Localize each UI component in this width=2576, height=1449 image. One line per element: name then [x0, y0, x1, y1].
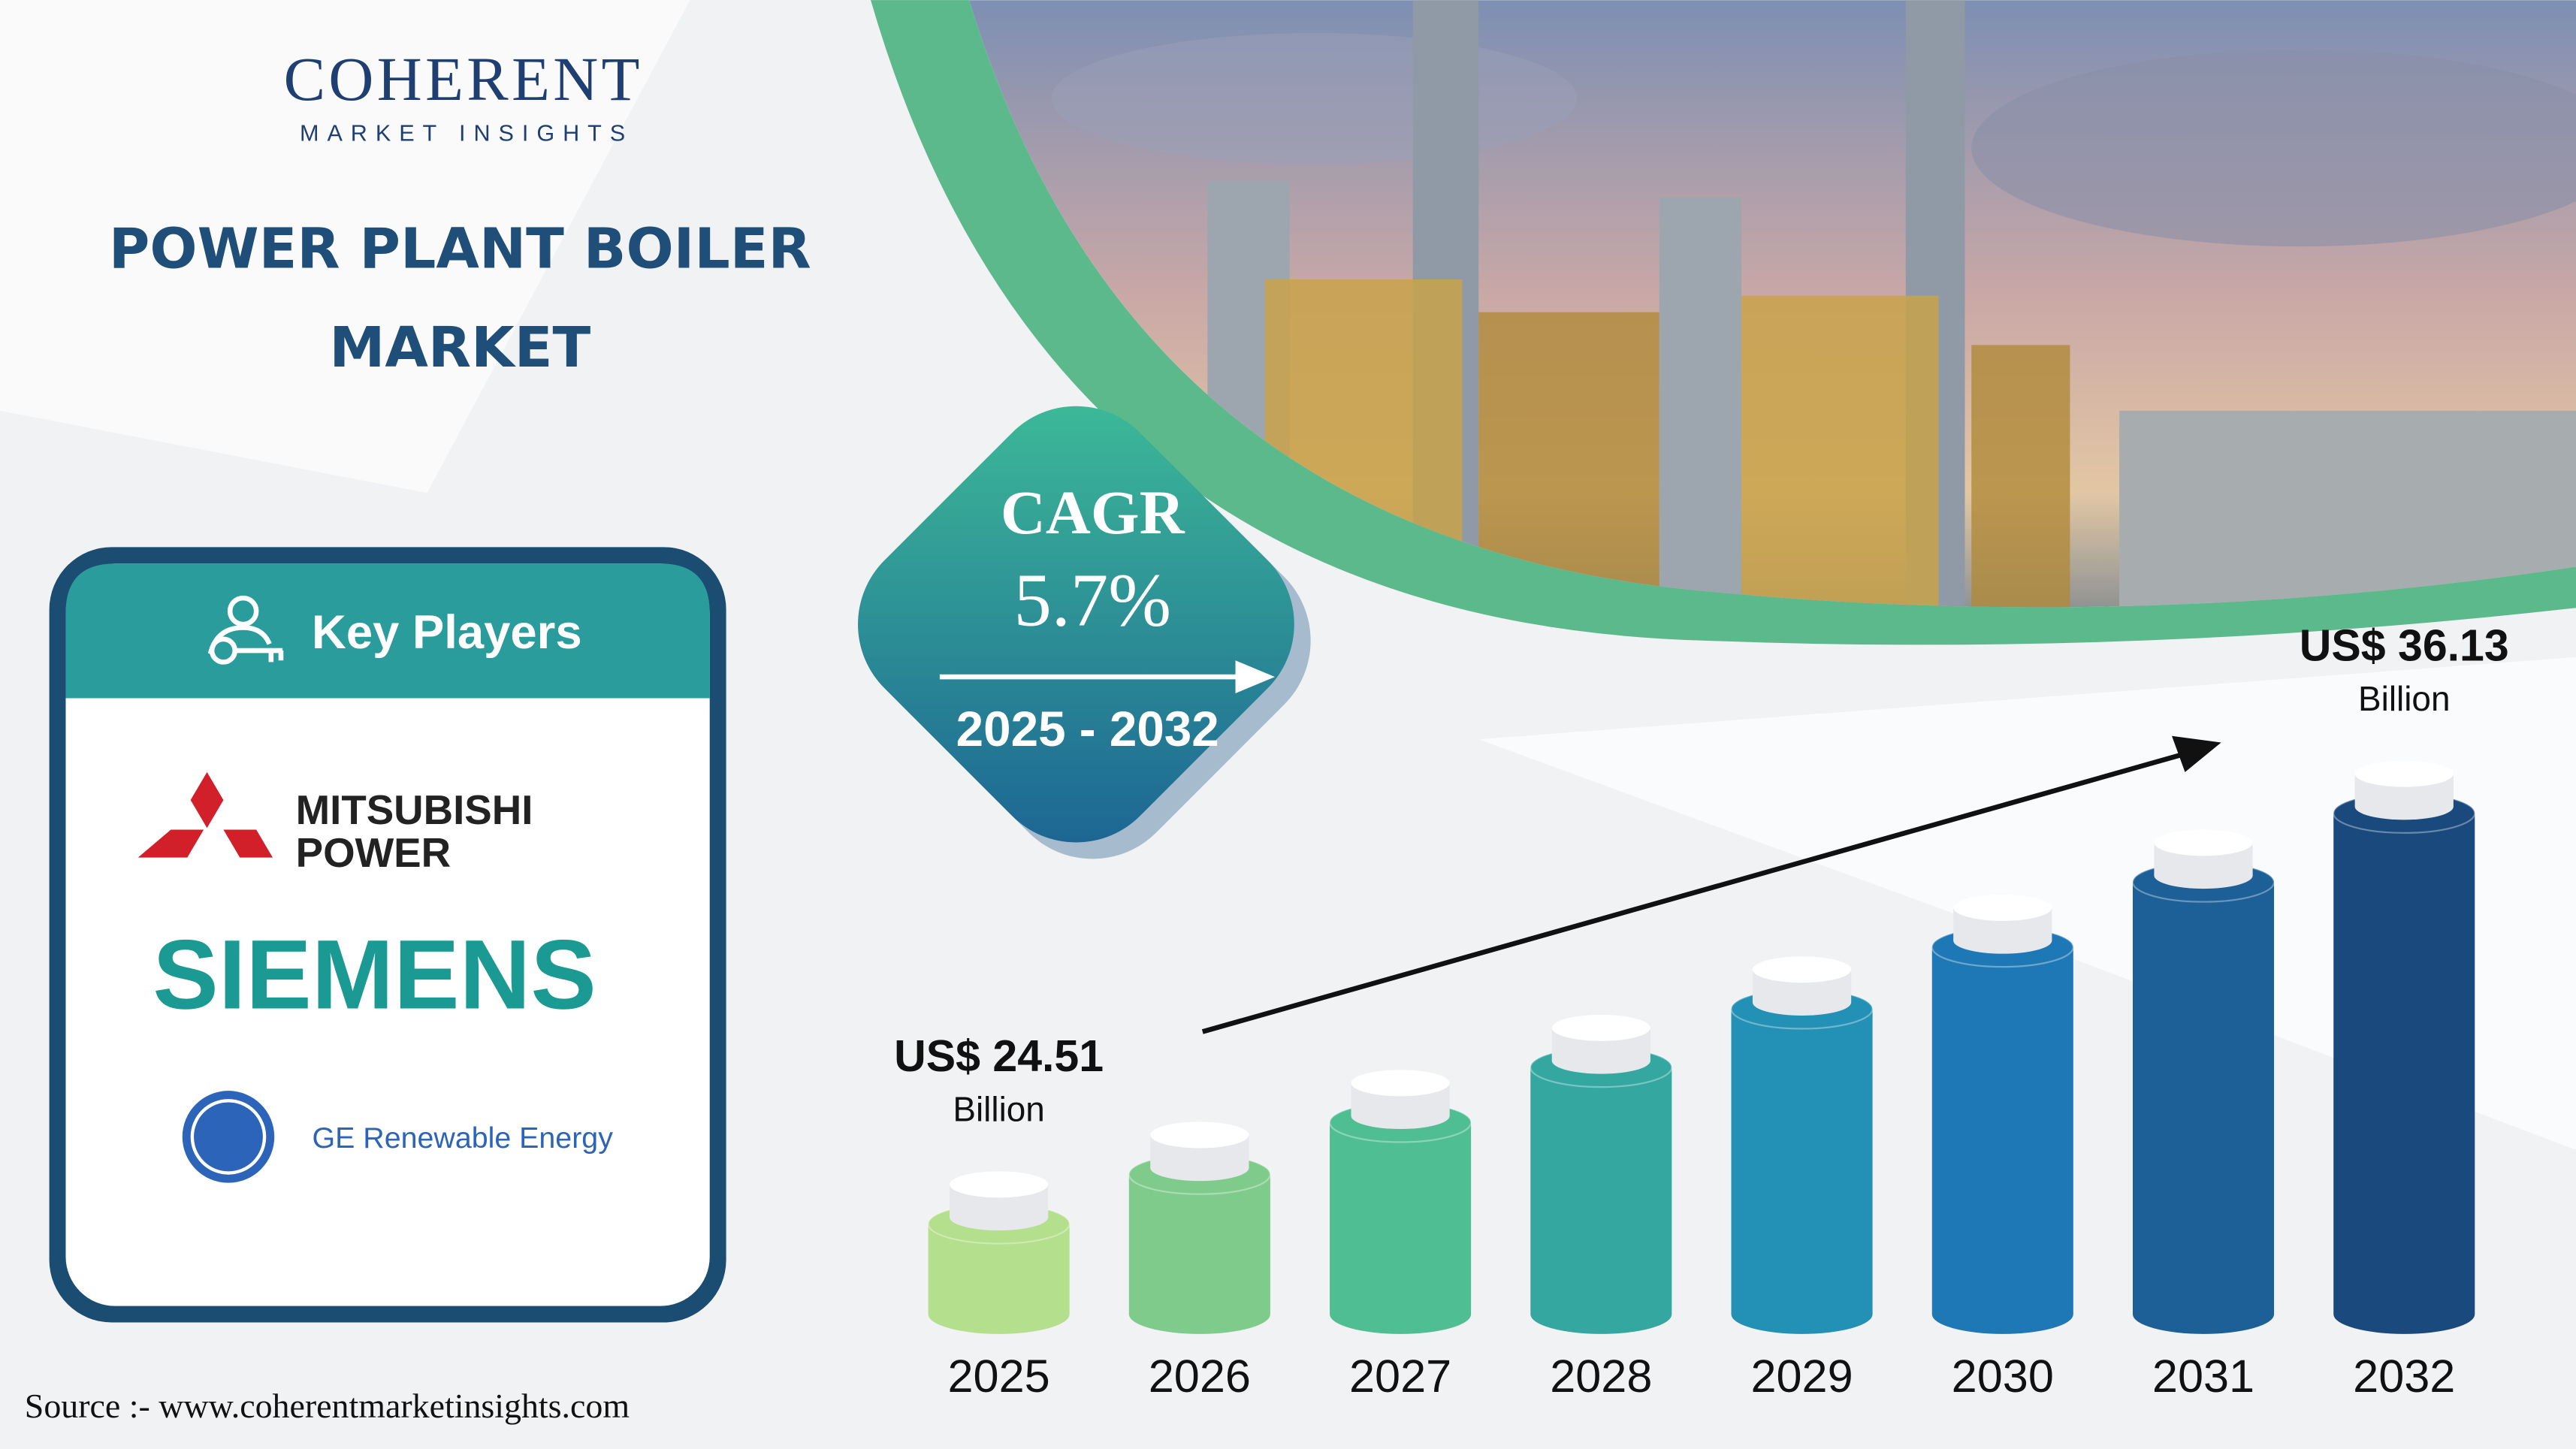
players-heading: Key Players: [312, 606, 582, 659]
bar-cap-top: [2154, 829, 2253, 856]
bar: [2132, 882, 2275, 1334]
bar-cap-bottom: [2354, 793, 2454, 820]
bar-cap-bottom: [1953, 927, 2052, 954]
x-tick-label: 2030: [1952, 1351, 2054, 1402]
cagr-period: 2025 - 2032: [956, 702, 1219, 756]
player-logo-text: GE Renewable Energy: [313, 1121, 614, 1155]
cagr-arrowhead: [1235, 660, 1276, 693]
bar: [928, 1224, 1070, 1334]
title-container: POWER PLANT BOILER MARKET: [108, 216, 811, 382]
player-logo-text: POWER: [296, 830, 451, 876]
player-logo-text: SIEMENS: [153, 919, 596, 1029]
cagr-badge: [858, 406, 1294, 843]
brand-tagline: MARKET INSIGHTS: [300, 121, 633, 146]
bar-cap-top: [950, 1171, 1049, 1198]
x-tick-label: 2025: [948, 1351, 1050, 1402]
bar: [1530, 1067, 1672, 1334]
bg-facet: [0, 0, 690, 494]
bar-cap-top: [1351, 1070, 1450, 1097]
value-label: US$ 24.51: [894, 1031, 1104, 1081]
mitsubishi-mark: [137, 771, 273, 858]
bar-cap-top: [1150, 1121, 1249, 1149]
bar-cap-bottom: [1752, 989, 1852, 1016]
trend-arrow: [1201, 747, 2203, 1034]
ge-mark: [182, 1091, 275, 1183]
x-tick-label: 2031: [2152, 1351, 2254, 1402]
brand-name: COHERENT: [284, 44, 643, 113]
bar-cap-top: [1551, 1014, 1650, 1041]
ge-mark-ring: [190, 1099, 267, 1175]
x-tick-label: 2028: [1550, 1351, 1652, 1402]
cagr-value: 5.7%: [1014, 557, 1172, 641]
bar-cap-bottom: [1150, 1155, 1249, 1182]
green-arc: [871, 0, 2576, 645]
bar-cap-top: [2354, 760, 2454, 787]
value-label: US$ 36.13: [2300, 620, 2509, 670]
trend-arrowhead: [2172, 735, 2221, 772]
player-logo-text: MITSUBISHI: [296, 787, 533, 833]
x-tick-label: 2026: [1149, 1351, 1251, 1402]
x-tick-label: 2027: [1349, 1351, 1451, 1402]
bar: [1931, 946, 2073, 1334]
power-plant-photo: [969, 0, 2576, 608]
source: Source :- www.coherentmarketinsights.com: [25, 1387, 630, 1425]
bar-cap-bottom: [2154, 862, 2253, 889]
bar-cap-top: [1752, 956, 1852, 983]
bar: [1330, 1122, 1472, 1334]
players-header: [65, 563, 710, 699]
value-unit: Billion: [953, 1090, 1044, 1129]
bar-cap-top: [1953, 894, 2052, 921]
bar: [1128, 1174, 1270, 1334]
x-tick-label: 2032: [2353, 1351, 2455, 1402]
bar: [2333, 813, 2475, 1334]
bar-cap-bottom: [1551, 1047, 1650, 1074]
chart-title: POWER PLANT BOILER MARKET: [108, 216, 811, 382]
cagr-label: CAGR: [1001, 478, 1185, 547]
players-icon: [207, 595, 284, 665]
bar-cap-bottom: [1351, 1103, 1450, 1130]
value-unit: Billion: [2358, 679, 2450, 718]
bar-cap-bottom: [950, 1204, 1049, 1231]
bar: [1731, 1009, 1873, 1334]
x-tick-label: 2029: [1750, 1351, 1853, 1402]
